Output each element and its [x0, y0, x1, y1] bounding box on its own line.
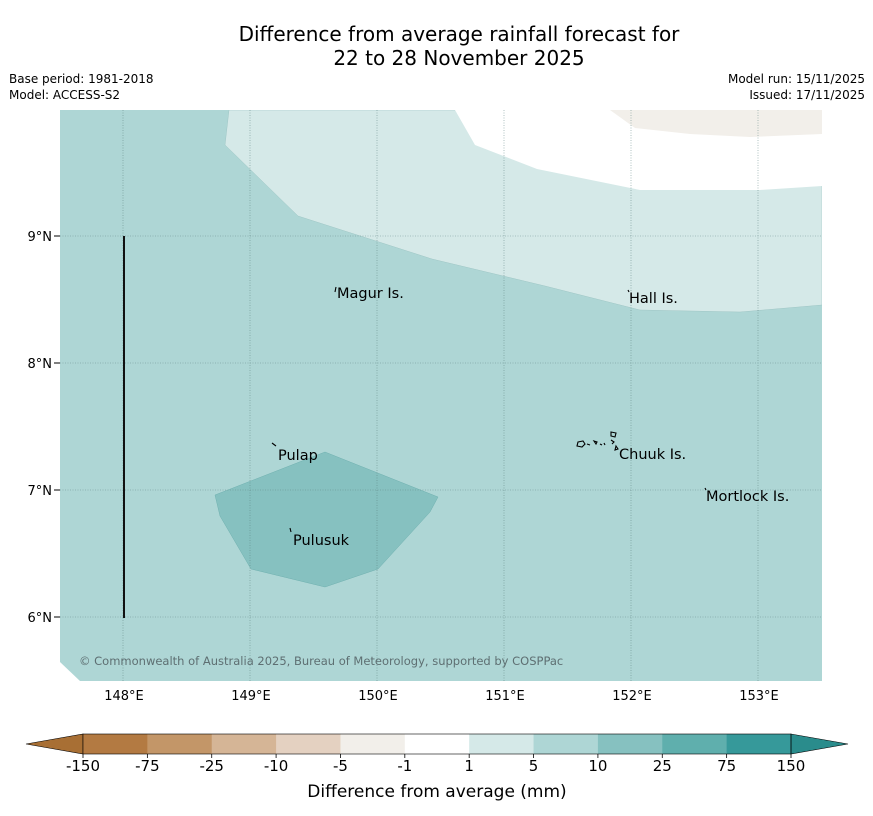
colorbar-tick-label: 25: [653, 757, 672, 775]
lat-label-9n: 9°N: [28, 230, 53, 245]
lon-label-153e: 153°E: [739, 689, 779, 704]
island-label-mortlock: Mortlock Is.: [706, 489, 789, 505]
colorbar-swatch: [340, 734, 406, 754]
map-title: Difference from average rainfall forecas…: [0, 22, 873, 70]
island-label-chuuk: Chuuk Is.: [619, 447, 686, 463]
model-name: Model: ACCESS-S2: [9, 88, 121, 102]
hall-island-shape: [627, 289, 630, 293]
colorbar-tick-label: -75: [135, 757, 160, 775]
mortlock-island-shape: [704, 487, 707, 491]
colorbar-swatch: [404, 734, 470, 754]
colorbar-swatch: [662, 734, 728, 754]
latitude-labels: 9°N 8°N 7°N 6°N: [28, 230, 53, 626]
colorbar-tick-label: -150: [66, 757, 100, 775]
colorbar-label: Difference from average (mm): [307, 782, 566, 802]
rainfall-map: Magur Is. Hall Is. Pulap Chuuk Is. Mortl…: [60, 110, 822, 681]
lon-label-149e: 149°E: [231, 689, 271, 704]
copyright-notice: © Commonwealth of Australia 2025, Bureau…: [79, 654, 563, 668]
lon-label-148e: 148°E: [104, 689, 144, 704]
issued-date: Issued: 17/11/2025: [749, 88, 865, 102]
colorbar-swatch: [533, 734, 599, 754]
lat-label-7n: 7°N: [28, 484, 53, 499]
island-label-pulusuk: Pulusuk: [293, 533, 350, 549]
lon-label-150e: 150°E: [358, 689, 398, 704]
chuuk-island-shapes: [576, 431, 619, 451]
colorbar-swatch: [597, 734, 663, 754]
colorbar-tick-label: -5: [333, 757, 348, 775]
colorbar-swatch: [83, 734, 148, 754]
colorbar-tick-label: 1: [464, 757, 474, 775]
lon-label-152e: 152°E: [612, 689, 652, 704]
title-line-2: 22 to 28 November 2025: [333, 46, 585, 70]
colorbar-tick-label: 75: [717, 757, 736, 775]
zone-minus5-to-minus1: [610, 110, 822, 137]
zone-10-to-25: [214, 451, 439, 588]
colorbar-tick-label: 5: [529, 757, 539, 775]
colorbar-tick-label: -10: [264, 757, 289, 775]
base-period: Base period: 1981-2018: [9, 72, 154, 86]
colorbar: -150 -75 -25 -10 -5 -1 1 5 10 25 75 150 Difference …: [25, 733, 849, 802]
colorbar-swatch: [726, 734, 792, 754]
lat-label-6n: 6°N: [28, 611, 53, 626]
model-run: Model run: 15/11/2025: [727, 72, 865, 86]
island-label-magur: Magur Is.: [337, 286, 404, 302]
lon-label-151e: 151°E: [485, 689, 525, 704]
colorbar-swatch: [147, 734, 213, 754]
title-line-1: Difference from average rainfall forecas…: [238, 22, 680, 46]
pulusuk-island-shape: [289, 527, 292, 533]
meta-right: Model run: 15/11/2025 Issued: 17/11/2025: [728, 71, 865, 103]
graticule: [60, 110, 822, 681]
magur-island-shape: [334, 286, 337, 293]
colorbar-tick-label: 150: [777, 757, 806, 775]
colorbar-extend-high: [790, 733, 849, 755]
colorbar-swatch: [469, 734, 535, 754]
pulap-island-shape: [271, 442, 277, 447]
longitude-labels: 148°E 149°E 150°E 151°E 152°E 153°E: [104, 689, 779, 704]
colorbar-extend-low: [25, 733, 84, 755]
colorbar-tick-label: 10: [588, 757, 607, 775]
island-label-pulap: Pulap: [278, 448, 318, 464]
colorbar-tick-label: -25: [199, 757, 224, 775]
zone-bottom-left-neutral: [60, 662, 80, 681]
latitude-ticks: [54, 235, 60, 618]
colorbar-swatch: [276, 734, 341, 754]
island-label-hall: Hall Is.: [629, 291, 678, 307]
colorbar-swatch: [211, 734, 277, 754]
meta-left: Base period: 1981-2018 Model: ACCESS-S2: [9, 71, 154, 103]
lat-label-8n: 8°N: [28, 357, 53, 372]
colorbar-tick-label: -1: [397, 757, 412, 775]
island-outlines: [271, 286, 707, 533]
colorbar-outline: [82, 733, 792, 755]
